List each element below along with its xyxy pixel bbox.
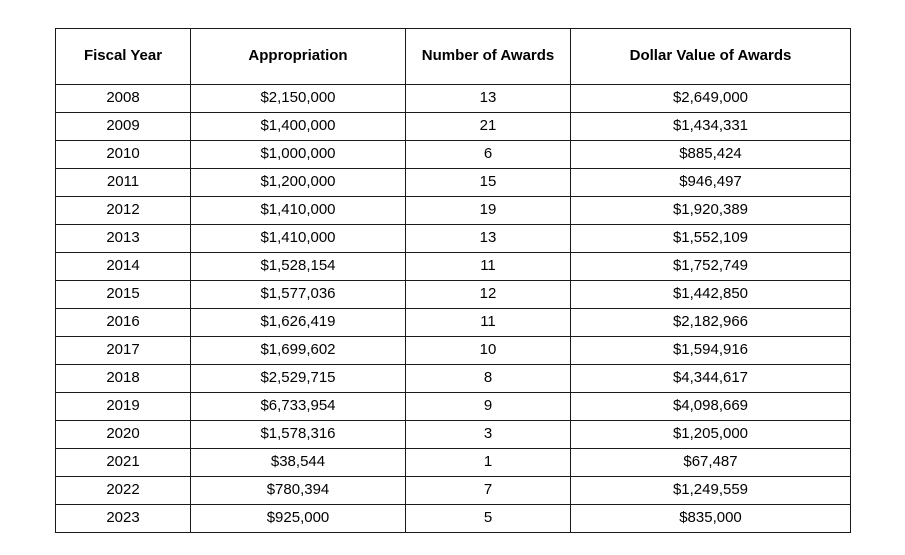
column-header: Dollar Value of Awards [570, 28, 851, 85]
table-cell-appropriation: $1,699,602 [190, 336, 406, 365]
table-row: 2014 $1,528,154 11 $1,752,749 [55, 252, 851, 281]
table-cell-dollar-value-of-awards: $1,552,109 [570, 224, 851, 253]
table-cell-dollar-value-of-awards: $1,594,916 [570, 336, 851, 365]
table-row: 2017 $1,699,602 10 $1,594,916 [55, 336, 851, 365]
table-cell-appropriation: $1,400,000 [190, 112, 406, 141]
column-header: Fiscal Year [55, 28, 191, 85]
table-cell-number-of-awards: 13 [405, 84, 571, 113]
table-cell-dollar-value-of-awards: $4,344,617 [570, 364, 851, 393]
table-cell-appropriation: $1,000,000 [190, 140, 406, 169]
table-cell-appropriation: $1,410,000 [190, 196, 406, 225]
table-cell-dollar-value-of-awards: $2,182,966 [570, 308, 851, 337]
table-cell-number-of-awards: 15 [405, 168, 571, 197]
table-cell-appropriation: $1,200,000 [190, 168, 406, 197]
table-cell-dollar-value-of-awards: $885,424 [570, 140, 851, 169]
table-cell-number-of-awards: 12 [405, 280, 571, 309]
table-cell-number-of-awards: 9 [405, 392, 571, 421]
table-cell-dollar-value-of-awards: $1,920,389 [570, 196, 851, 225]
table-cell-number-of-awards: 3 [405, 420, 571, 449]
table-row: 2013 $1,410,000 13 $1,552,109 [55, 224, 851, 253]
table-cell-fiscal-year: 2012 [55, 196, 191, 225]
table-cell-number-of-awards: 1 [405, 448, 571, 477]
table-row: 2012 $1,410,000 19 $1,920,389 [55, 196, 851, 225]
table-row: 2009 $1,400,000 21 $1,434,331 [55, 112, 851, 141]
table-header-row: Fiscal Year Appropriation Number of Awards… [55, 28, 851, 85]
table-cell-number-of-awards: 19 [405, 196, 571, 225]
table-row: 2015 $1,577,036 12 $1,442,850 [55, 280, 851, 309]
table-cell-dollar-value-of-awards: $1,205,000 [570, 420, 851, 449]
table-cell-number-of-awards: 11 [405, 252, 571, 281]
table-cell-fiscal-year: 2008 [55, 84, 191, 113]
table-cell-fiscal-year: 2018 [55, 364, 191, 393]
table-cell-dollar-value-of-awards: $946,497 [570, 168, 851, 197]
table-cell-fiscal-year: 2010 [55, 140, 191, 169]
table-cell-fiscal-year: 2022 [55, 476, 191, 505]
table-row: 2008 $2,150,000 13 $2,649,000 [55, 84, 851, 113]
table-cell-fiscal-year: 2009 [55, 112, 191, 141]
table-row: 2016 $1,626,419 11 $2,182,966 [55, 308, 851, 337]
table-cell-dollar-value-of-awards: $2,649,000 [570, 84, 851, 113]
table-cell-number-of-awards: 11 [405, 308, 571, 337]
table-cell-dollar-value-of-awards: $4,098,669 [570, 392, 851, 421]
table-cell-appropriation: $1,410,000 [190, 224, 406, 253]
table-cell-appropriation: $38,544 [190, 448, 406, 477]
table-cell-appropriation: $6,733,954 [190, 392, 406, 421]
table-cell-appropriation: $2,150,000 [190, 84, 406, 113]
table-cell-dollar-value-of-awards: $1,442,850 [570, 280, 851, 309]
table-cell-dollar-value-of-awards: $67,487 [570, 448, 851, 477]
table-cell-appropriation: $780,394 [190, 476, 406, 505]
table-row: 2022 $780,394 7 $1,249,559 [55, 476, 851, 505]
table-row: 2018 $2,529,715 8 $4,344,617 [55, 364, 851, 393]
table-cell-appropriation: $1,626,419 [190, 308, 406, 337]
table-cell-fiscal-year: 2011 [55, 168, 191, 197]
table-cell-number-of-awards: 8 [405, 364, 571, 393]
table-cell-number-of-awards: 21 [405, 112, 571, 141]
table-row: 2010 $1,000,000 6 $885,424 [55, 140, 851, 169]
table-row: 2019 $6,733,954 9 $4,098,669 [55, 392, 851, 421]
table-cell-dollar-value-of-awards: $835,000 [570, 504, 851, 533]
table-cell-number-of-awards: 6 [405, 140, 571, 169]
table-cell-number-of-awards: 10 [405, 336, 571, 365]
table-cell-fiscal-year: 2013 [55, 224, 191, 253]
column-header: Number of Awards [405, 28, 571, 85]
column-header: Appropriation [190, 28, 406, 85]
table-cell-number-of-awards: 13 [405, 224, 571, 253]
table-cell-appropriation: $1,577,036 [190, 280, 406, 309]
table-cell-fiscal-year: 2023 [55, 504, 191, 533]
table-cell-fiscal-year: 2014 [55, 252, 191, 281]
table-cell-fiscal-year: 2019 [55, 392, 191, 421]
table-row: 2021 $38,544 1 $67,487 [55, 448, 851, 477]
table-cell-fiscal-year: 2020 [55, 420, 191, 449]
table-cell-appropriation: $1,528,154 [190, 252, 406, 281]
table-cell-fiscal-year: 2015 [55, 280, 191, 309]
table-cell-dollar-value-of-awards: $1,752,749 [570, 252, 851, 281]
table-cell-fiscal-year: 2017 [55, 336, 191, 365]
table-row: 2023 $925,000 5 $835,000 [55, 504, 851, 533]
table-cell-number-of-awards: 5 [405, 504, 571, 533]
table-cell-appropriation: $2,529,715 [190, 364, 406, 393]
table-cell-fiscal-year: 2016 [55, 308, 191, 337]
appropriations-table: Fiscal Year Appropriation Number of Awards… [55, 28, 851, 533]
table-cell-dollar-value-of-awards: $1,434,331 [570, 112, 851, 141]
table-row: 2011 $1,200,000 15 $946,497 [55, 168, 851, 197]
table-cell-number-of-awards: 7 [405, 476, 571, 505]
table-cell-appropriation: $1,578,316 [190, 420, 406, 449]
table-row: 2020 $1,578,316 3 $1,205,000 [55, 420, 851, 449]
table-cell-fiscal-year: 2021 [55, 448, 191, 477]
table-cell-appropriation: $925,000 [190, 504, 406, 533]
table-cell-dollar-value-of-awards: $1,249,559 [570, 476, 851, 505]
